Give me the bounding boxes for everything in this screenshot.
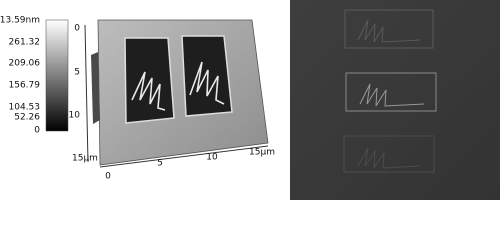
label: 261.32 (9, 38, 41, 48)
label: 156.79 (9, 81, 41, 91)
logo-left (131, 71, 166, 111)
left-axis (84, 24, 89, 163)
colorbar (45, 19, 69, 132)
axis-labels: 0 5 10 15µm 15µm 10 5 0 (69, 24, 275, 182)
label: 15µm (249, 148, 275, 158)
label: 313.59nm (0, 16, 40, 26)
label: 209.06 (9, 59, 41, 69)
label: 5 (157, 159, 163, 169)
label: 0 (74, 24, 80, 34)
label: 10 (206, 153, 218, 163)
label: 15µm (72, 154, 98, 164)
label: 52.26 (14, 113, 40, 123)
label: 10 (69, 111, 81, 121)
label: 0 (105, 172, 111, 182)
front-axis (99, 145, 269, 168)
sem-features (343, 9, 437, 173)
label: 0 (34, 126, 40, 136)
label: 104.53 (9, 103, 41, 113)
pad-left (124, 37, 175, 124)
sem-image (290, 0, 500, 200)
afm-edge (91, 52, 100, 124)
label: 5 (74, 68, 80, 78)
logo-right (189, 61, 225, 105)
